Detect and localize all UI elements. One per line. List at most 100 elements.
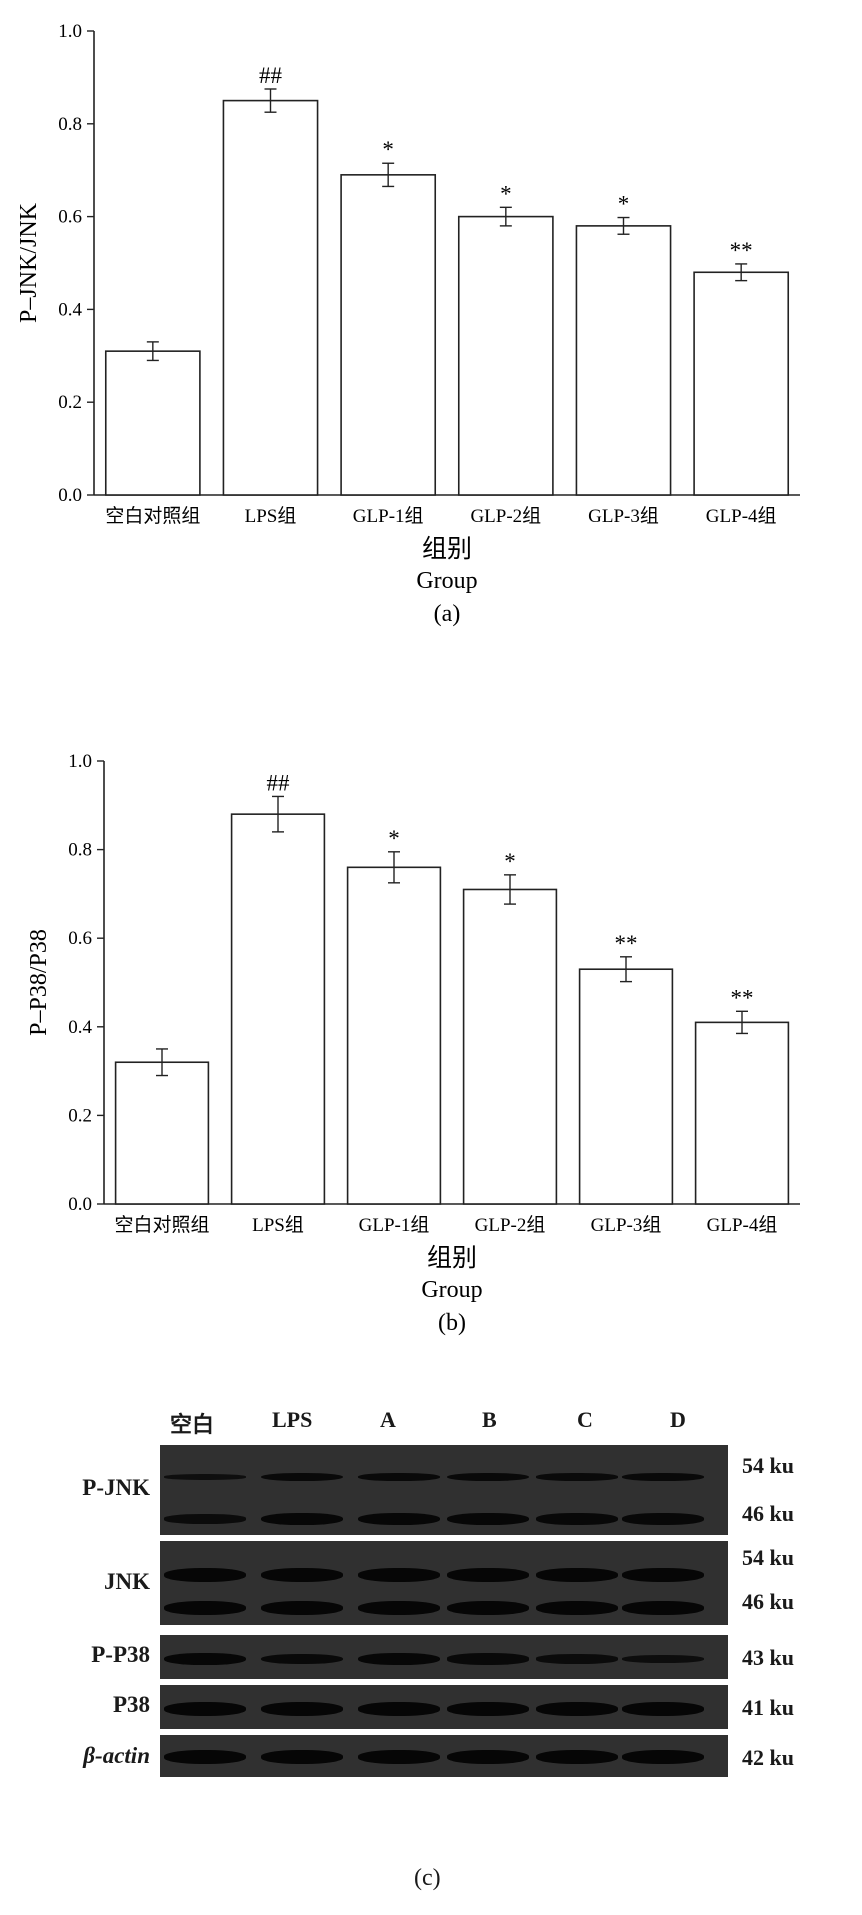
significance-mark: *	[500, 181, 512, 206]
bar	[222, 99, 319, 496]
y-tick-label: 0.2	[58, 392, 82, 413]
blot-band	[358, 1601, 440, 1615]
blot-band	[622, 1750, 704, 1764]
x-tick-label: GLP-3组	[591, 1214, 662, 1236]
significance-mark: *	[618, 192, 630, 217]
bar	[104, 350, 201, 496]
significance-mark: **	[615, 931, 638, 956]
blot-band	[358, 1512, 440, 1526]
blot-band	[164, 1474, 246, 1480]
blot-lane-label: B	[482, 1407, 497, 1432]
bar	[578, 968, 674, 1205]
blot-lane-label: C	[577, 1407, 593, 1432]
y-tick-label: 0.4	[68, 1017, 92, 1038]
blot-band	[536, 1750, 618, 1764]
bar	[230, 813, 326, 1205]
bar	[457, 215, 554, 496]
blot-row-label: JNK	[104, 1569, 150, 1594]
x-axis-label-en: Group	[421, 1277, 482, 1303]
x-tick-label: 空白对照组	[114, 1214, 209, 1236]
blot-band	[447, 1512, 529, 1526]
blot-band	[358, 1473, 440, 1481]
x-axis-label: 组别	[422, 535, 472, 563]
blot-band	[164, 1568, 246, 1582]
x-tick-label: GLP-4组	[707, 1214, 778, 1236]
blot-band	[622, 1513, 704, 1525]
blot-band	[622, 1473, 704, 1481]
blot-lane-label: LPS	[272, 1407, 313, 1432]
blot-band	[261, 1512, 343, 1526]
blot-size-label: 42 ku	[742, 1745, 794, 1770]
bar	[693, 271, 790, 496]
blot-size-label: 46 ku	[742, 1589, 794, 1614]
x-axis-label: 组别	[427, 1244, 477, 1272]
bar	[694, 1021, 790, 1205]
blot-band	[536, 1654, 618, 1664]
y-tick-label: 1.0	[68, 751, 92, 772]
blot-band	[622, 1702, 704, 1716]
blot-band	[261, 1653, 343, 1665]
blot-size-label: 46 ku	[742, 1501, 794, 1526]
blot-band	[164, 1514, 246, 1524]
blot-row-label: P-P38	[91, 1642, 150, 1667]
x-tick-label: LPS组	[245, 505, 297, 527]
significance-mark: *	[382, 137, 394, 162]
significance-mark: *	[388, 826, 400, 851]
panel-label: (a)	[434, 601, 461, 627]
blot-band	[536, 1473, 618, 1481]
y-tick-label: 0.8	[68, 840, 92, 861]
x-tick-label: GLP-2组	[475, 1214, 546, 1236]
blot-band	[622, 1568, 704, 1582]
blot-band	[261, 1750, 343, 1764]
significance-mark: *	[504, 849, 516, 874]
bar	[575, 225, 672, 496]
blot-band	[447, 1568, 529, 1582]
bar-chart-a: 0.0 0.2 0.4 0.6 0.8 1.0 P–JNK/JNK 空白对照组 ## LPS组 * G…	[16, 21, 800, 627]
bar	[346, 866, 442, 1205]
blot-band	[447, 1601, 529, 1615]
blot-row-label: P-JNK	[82, 1475, 150, 1500]
y-axis-label: P–P38/P38	[26, 929, 52, 1036]
blot-band	[622, 1655, 704, 1663]
blot-band	[358, 1750, 440, 1764]
y-tick-label: 0.6	[68, 928, 92, 949]
x-tick-label: GLP-2组	[470, 505, 541, 527]
x-tick-label: GLP-3组	[588, 505, 659, 527]
blot-band	[622, 1601, 704, 1615]
blot-lane-label: A	[380, 1407, 396, 1432]
x-tick-label: GLP-4组	[706, 505, 777, 527]
x-tick-label: GLP-1组	[359, 1214, 430, 1236]
blot-band	[536, 1513, 618, 1525]
blot-band	[536, 1568, 618, 1582]
bar-chart-b: 0.0 0.2 0.4 0.6 0.8 1.0 P–P38/P38 空白对照组 ## LPS组 * G…	[26, 751, 800, 1336]
y-axis-label: P–JNK/JNK	[16, 202, 42, 323]
blot-band	[261, 1702, 343, 1716]
blot-band	[164, 1601, 246, 1615]
blot-band	[164, 1702, 246, 1716]
blot-band	[358, 1568, 440, 1582]
significance-mark: **	[731, 985, 754, 1010]
y-tick-label: 0.2	[68, 1105, 92, 1126]
blot-band	[261, 1568, 343, 1582]
blot-band	[358, 1652, 440, 1666]
significance-mark: **	[730, 238, 753, 263]
x-axis-label-en: Group	[416, 568, 477, 594]
panel-label-c: (c)	[414, 1865, 441, 1891]
blot-size-label: 41 ku	[742, 1695, 794, 1720]
blot-size-label: 54 ku	[742, 1453, 794, 1478]
blot-row-label: P38	[112, 1692, 150, 1717]
blot-row-label: β-actin	[83, 1743, 150, 1768]
blot-band	[358, 1702, 440, 1716]
x-tick-label: LPS组	[252, 1214, 304, 1236]
blot-size-label: 43 ku	[742, 1645, 794, 1670]
significance-mark: ##	[259, 63, 283, 88]
blot-band	[447, 1702, 529, 1716]
blot-band	[261, 1472, 343, 1482]
blot-band	[261, 1601, 343, 1615]
panel-label: (b)	[438, 1310, 466, 1336]
blot-band	[447, 1472, 529, 1482]
y-tick-label: 0.0	[68, 1194, 92, 1215]
blot-band	[536, 1702, 618, 1716]
y-tick-label: 0.6	[58, 207, 82, 228]
blot-band	[447, 1750, 529, 1764]
